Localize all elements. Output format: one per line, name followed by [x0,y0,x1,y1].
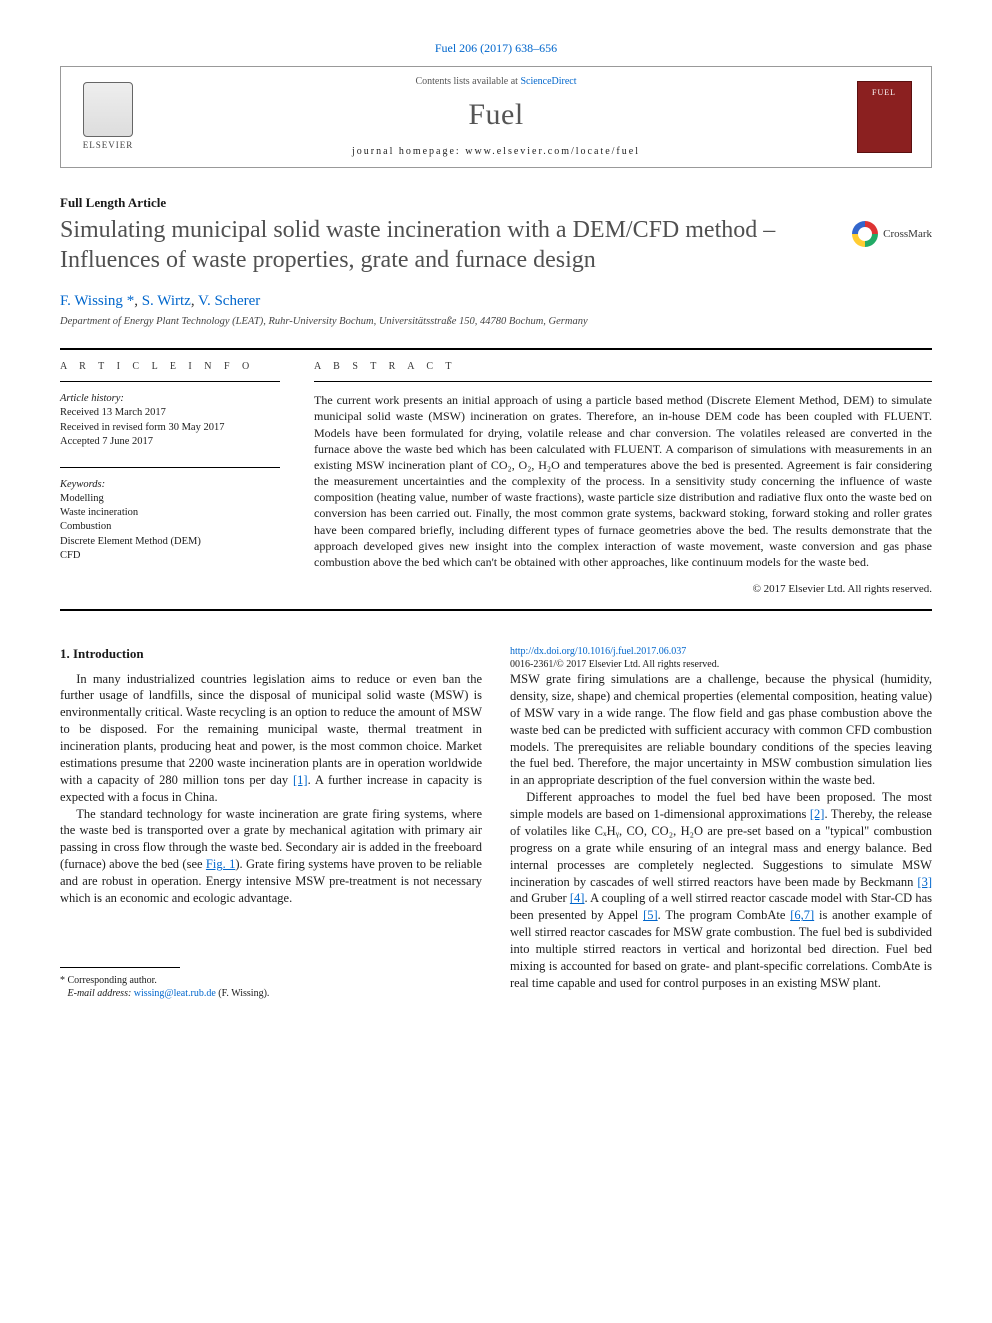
issn-line: 0016-2361/© 2017 Elsevier Ltd. All right… [510,659,719,670]
body-columns: 1. Introduction In many industrialized c… [60,645,932,1001]
doi-block: http://dx.doi.org/10.1016/j.fuel.2017.06… [510,645,932,671]
divider-bottom [60,609,932,611]
history-revised: Received in revised form 30 May 2017 [60,421,280,435]
article-info-column: A R T I C L E I N F O Article history: R… [60,360,280,597]
journal-header: ELSEVIER Contents lists available at Sci… [60,66,932,168]
elsevier-label: ELSEVIER [83,139,134,151]
contents-line: Contents lists available at ScienceDirec… [143,75,849,89]
intro-p4: Different approaches to model the fuel b… [510,789,932,992]
history-head: Article history: [60,392,280,406]
journal-name: Fuel [143,95,849,136]
abstract-text: The current work presents an initial app… [314,392,932,570]
intro-p1: In many industrialized countries legisla… [60,671,482,806]
contents-prefix: Contents lists available at [415,76,520,87]
author-2[interactable]: S. Wirtz [142,293,191,309]
corresp-mark: * [123,293,134,309]
p1-text: In many industrialized countries legisla… [60,672,482,787]
keyword-2: Waste incineration [60,506,280,520]
sciencedirect-link[interactable]: ScienceDirect [520,76,576,87]
journal-cover-title: FUEL [872,88,896,99]
keyword-5: CFD [60,549,280,563]
abstract-copyright: © 2017 Elsevier Ltd. All rights reserved… [314,582,932,597]
header-center: Contents lists available at ScienceDirec… [143,75,849,159]
info-abstract-row: A R T I C L E I N F O Article history: R… [60,360,932,597]
ref-6-7[interactable]: [6,7] [790,908,814,922]
homepage-line: journal homepage: www.elsevier.com/locat… [143,145,849,159]
divider-top [60,348,932,350]
abstract-label: A B S T R A C T [314,360,932,374]
email-link[interactable]: wissing@leat.rub.de [134,988,216,999]
affiliation: Department of Energy Plant Technology (L… [60,315,932,329]
fig-1-link[interactable]: Fig. 1 [206,857,235,871]
keywords-head: Keywords: [60,478,280,492]
history-received: Received 13 March 2017 [60,406,280,420]
keywords-block: Keywords: Modelling Waste incineration C… [60,478,280,563]
footnote-separator [60,967,180,968]
title-row: Simulating municipal solid waste inciner… [60,215,932,275]
email-line: E-mail address: wissing@leat.rub.de (F. … [60,987,482,1000]
corresponding-author: * Corresponding author. [60,974,482,987]
ref-2[interactable]: [2] [810,807,825,821]
crossmark-button[interactable]: CrossMark [852,221,932,247]
intro-heading: 1. Introduction [60,645,482,663]
footnotes: * Corresponding author. E-mail address: … [60,974,482,1000]
crossmark-icon [852,221,878,247]
p4c: and Gruber [510,891,570,905]
ref-1[interactable]: [1] [293,773,308,787]
ref-4[interactable]: [4] [570,891,585,905]
journal-cover: FUEL [849,77,919,157]
article-info-label: A R T I C L E I N F O [60,360,280,374]
article-history: Article history: Received 13 March 2017 … [60,392,280,449]
email-label: E-mail address: [68,988,134,999]
homepage-link[interactable]: www.elsevier.com/locate/fuel [465,146,640,157]
history-accepted: Accepted 7 June 2017 [60,435,280,449]
abs-divider [314,381,932,382]
abstract-column: A B S T R A C T The current work present… [314,360,932,597]
elsevier-logo: ELSEVIER [73,77,143,157]
email-name: (F. Wissing). [216,988,270,999]
doi-link[interactable]: http://dx.doi.org/10.1016/j.fuel.2017.06… [510,646,686,657]
citation: Fuel 206 (2017) 638–656 [60,40,932,56]
keyword-3: Combustion [60,520,280,534]
keyword-4: Discrete Element Method (DEM) [60,535,280,549]
ref-5[interactable]: [5] [643,908,658,922]
article-type: Full Length Article [60,194,932,212]
authors: F. Wissing *, S. Wirtz, V. Scherer [60,291,932,311]
article-title: Simulating municipal solid waste inciner… [60,215,838,275]
intro-p3: MSW grate firing simulations are a chall… [510,671,932,789]
info-divider [60,381,280,382]
crossmark-label: CrossMark [883,227,932,242]
intro-p2: The standard technology for waste incine… [60,806,482,907]
ref-3[interactable]: [3] [917,875,932,889]
keyword-1: Modelling [60,492,280,506]
p4e: . The program CombAte [658,908,791,922]
journal-cover-image: FUEL [857,81,912,153]
homepage-prefix: journal homepage: [352,146,465,157]
author-3[interactable]: V. Scherer [198,293,260,309]
kw-divider [60,467,280,468]
elsevier-tree-icon [83,82,133,137]
author-1[interactable]: F. Wissing [60,293,123,309]
